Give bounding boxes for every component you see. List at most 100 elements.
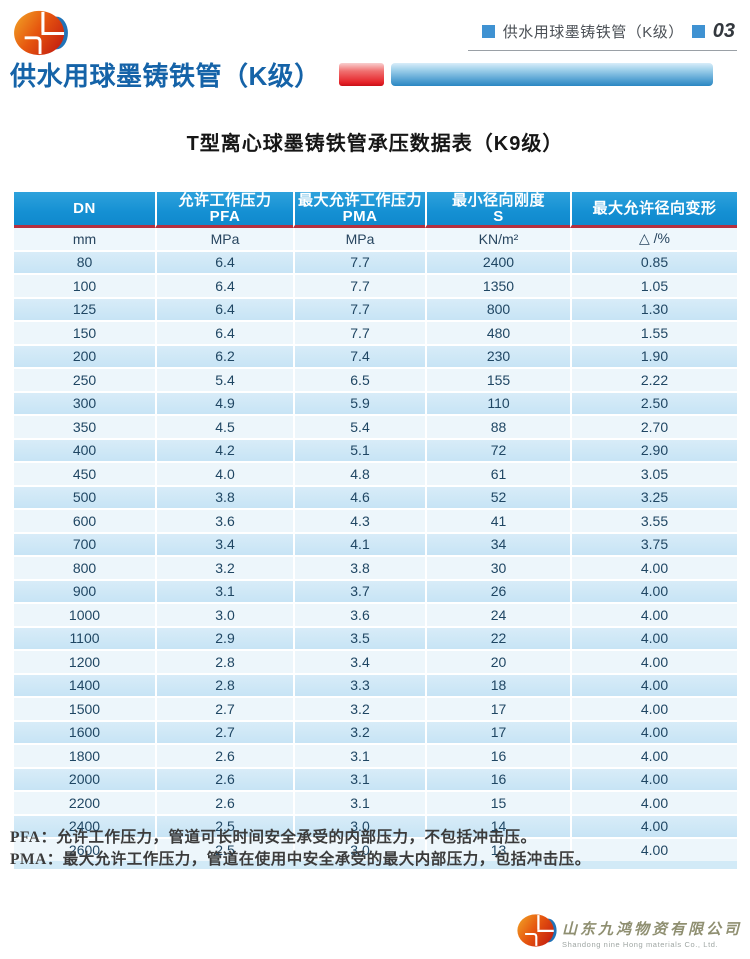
data-cell: 800 <box>14 555 155 579</box>
data-cell: 6.4 <box>155 249 293 273</box>
data-cell: 4.6 <box>293 484 425 508</box>
table-row: 1200 2.8 3.4 20 4.00 <box>14 649 737 673</box>
data-cell: 125 <box>14 296 155 320</box>
column-header: 最大允许工作压力 PMA <box>293 192 425 228</box>
data-cell: 2000 <box>14 766 155 790</box>
data-cell: 200 <box>14 343 155 367</box>
data-cell: 0.85 <box>570 249 737 273</box>
data-cell: 4.00 <box>570 813 737 837</box>
data-cell: 1400 <box>14 672 155 696</box>
data-cell: 4.3 <box>293 508 425 532</box>
data-cell: 3.25 <box>570 484 737 508</box>
data-cell: 4.00 <box>570 837 737 861</box>
table-row: 400 4.2 5.1 72 2.90 <box>14 437 737 461</box>
table-row: 700 3.4 4.1 34 3.75 <box>14 531 737 555</box>
footnote-pma: PMA：最大允许工作压力，管道在使用中安全承受的最大内部压力，包括冲击压。 <box>10 851 591 868</box>
data-cell: 3.8 <box>155 484 293 508</box>
data-cell: 4.00 <box>570 790 737 814</box>
data-cell: 400 <box>14 437 155 461</box>
data-cell: 5.4 <box>155 367 293 391</box>
data-cell: 300 <box>14 390 155 414</box>
data-cell: 3.0 <box>293 837 425 861</box>
page-footer: 山东九鸿物资有限公司 Shandong nine Hong materials … <box>516 912 742 954</box>
table-row: 1000 3.0 3.6 24 4.00 <box>14 602 737 626</box>
table-row: 900 3.1 3.7 26 4.00 <box>14 578 737 602</box>
table-title: T型离心球墨铸铁管承压数据表（K9级） <box>186 133 564 155</box>
footnotes: PFA：允许工作压力，管道可长时间安全承受的内部压力，不包括冲击压。 PMA：最… <box>10 827 591 871</box>
table-row: 2600 2.5 3.0 13 4.00 <box>14 837 737 861</box>
data-cell: 14 <box>425 813 570 837</box>
data-cell: 80 <box>14 249 155 273</box>
data-cell: 16 <box>425 766 570 790</box>
data-cell: 600 <box>14 508 155 532</box>
data-cell: 3.75 <box>570 531 737 555</box>
data-cell: 4.1 <box>293 531 425 555</box>
data-cell: 1500 <box>14 696 155 720</box>
data-cell: 1.55 <box>570 320 737 344</box>
data-cell: 3.6 <box>293 602 425 626</box>
section-title-row: 供水用球墨铸铁管（K级） <box>10 56 737 93</box>
data-cell: 17 <box>425 719 570 743</box>
data-cell: 3.4 <box>155 531 293 555</box>
column-header: 最小径向刚度 S <box>425 192 570 228</box>
data-cell: 6.4 <box>155 273 293 297</box>
red-gradient-bar <box>338 63 384 86</box>
unit-cell: MPa <box>155 228 293 250</box>
data-cell: 7.7 <box>293 320 425 344</box>
page-running-head: 供水用球墨铸铁管（K级） 03 <box>467 20 737 51</box>
data-cell: 3.2 <box>155 555 293 579</box>
data-cell: 2.5 <box>155 813 293 837</box>
data-cell: 150 <box>14 320 155 344</box>
data-cell: 1.05 <box>570 273 737 297</box>
data-cell: 1800 <box>14 743 155 767</box>
data-cell: 3.2 <box>293 719 425 743</box>
data-cell: 3.1 <box>293 766 425 790</box>
data-cell: 450 <box>14 461 155 485</box>
table-row: 1400 2.8 3.3 18 4.00 <box>14 672 737 696</box>
data-cell: 700 <box>14 531 155 555</box>
table-row: 1500 2.7 3.2 17 4.00 <box>14 696 737 720</box>
data-cell: 1350 <box>425 273 570 297</box>
data-cell: 2.50 <box>570 390 737 414</box>
data-cell: 1.30 <box>570 296 737 320</box>
data-cell: 2.8 <box>155 672 293 696</box>
data-cell: 16 <box>425 743 570 767</box>
column-header: 允许工作压力 PFA <box>155 192 293 228</box>
column-header: DN <box>14 192 155 228</box>
data-cell: 4.00 <box>570 649 737 673</box>
data-cell: 4.00 <box>570 743 737 767</box>
table-row: 125 6.4 7.7 800 1.30 <box>14 296 737 320</box>
data-cell: 17 <box>425 696 570 720</box>
data-cell: 1200 <box>14 649 155 673</box>
data-cell: 4.00 <box>570 578 737 602</box>
data-cell: 2.9 <box>155 625 293 649</box>
table-row: 150 6.4 7.7 480 1.55 <box>14 320 737 344</box>
data-cell: 1100 <box>14 625 155 649</box>
data-cell: 100 <box>14 273 155 297</box>
data-cell: 3.1 <box>293 790 425 814</box>
data-cell: 350 <box>14 414 155 438</box>
data-cell: 13 <box>425 837 570 861</box>
data-cell: 3.5 <box>293 625 425 649</box>
table-header-row: DN 允许工作压力 PFA 最大允许工作压力 PMA 最小径向刚度 S 最大允许径向变形 <box>14 192 737 228</box>
data-cell: 30 <box>425 555 570 579</box>
data-cell: 2.7 <box>155 719 293 743</box>
data-cell: 3.0 <box>293 813 425 837</box>
data-cell: 26 <box>425 578 570 602</box>
data-cell: 4.5 <box>155 414 293 438</box>
data-cell: 4.00 <box>570 672 737 696</box>
data-cell: 1000 <box>14 602 155 626</box>
data-cell: 2.90 <box>570 437 737 461</box>
data-cell: 2.7 <box>155 696 293 720</box>
data-cell: 6.4 <box>155 296 293 320</box>
data-cell: 900 <box>14 578 155 602</box>
table-row: 500 3.8 4.6 52 3.25 <box>14 484 737 508</box>
data-cell: 3.3 <box>293 672 425 696</box>
page-number: 03 <box>712 20 735 42</box>
data-cell: 7.4 <box>293 343 425 367</box>
data-cell: 500 <box>14 484 155 508</box>
data-cell: 4.2 <box>155 437 293 461</box>
data-cell: 3.6 <box>155 508 293 532</box>
data-cell: 3.0 <box>155 602 293 626</box>
